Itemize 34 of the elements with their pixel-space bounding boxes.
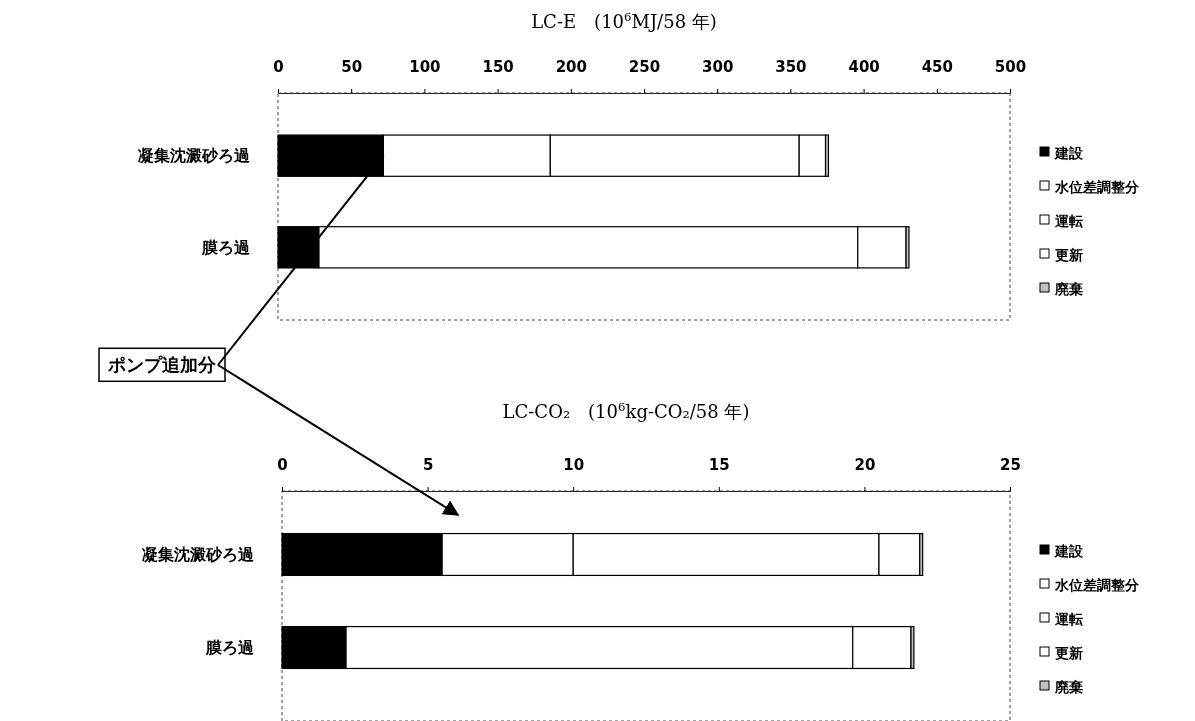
y-tick-label: 凝集沈澱砂ろ過 (138, 146, 251, 166)
x-tick-label: 20 (854, 456, 876, 474)
x-tick-label: 400 (848, 58, 880, 76)
x-tick-label: 500 (994, 58, 1027, 76)
legend-label: 水位差調整分 (1054, 178, 1140, 195)
legend-label: 建設 (1054, 144, 1084, 161)
legend-label: 水位差調整分 (1054, 576, 1140, 593)
legend-label: 廃棄 (1054, 678, 1083, 695)
chart-title: LC-E (10$^{6}$MJ/58 年) (531, 10, 717, 32)
x-tick-label: 200 (555, 58, 587, 76)
x-tick-label: 450 (921, 58, 953, 76)
x-tick-label: 50 (341, 58, 363, 76)
x-tick-label: 250 (628, 58, 661, 76)
legend-label: 運転 (1054, 610, 1083, 627)
x-tick-label: 5 (422, 456, 434, 474)
x-tick-label: 15 (708, 456, 730, 474)
x-tick-label: 25 (1000, 456, 1021, 474)
x-tick-label: 100 (409, 58, 441, 76)
x-tick-label: 350 (775, 58, 807, 76)
legend-label: 更新 (1055, 644, 1083, 661)
chart-title: LC-CO₂ (10$^{6}$kg-CO₂/58 年) (502, 400, 750, 422)
x-tick-label: 0 (277, 456, 288, 474)
x-tick-label: 10 (563, 456, 585, 474)
legend-label: 建設 (1054, 542, 1084, 559)
x-tick-label: 300 (702, 58, 734, 76)
y-tick-label: 膜ろ過 (205, 638, 255, 658)
legend-label: 運転 (1054, 212, 1083, 229)
annotation: ポンプ追加分 (107, 354, 217, 376)
x-tick-label: 0 (273, 58, 284, 76)
x-tick-label: 150 (482, 58, 514, 76)
legend-label: 更新 (1055, 246, 1083, 263)
y-tick-label: 膜ろ過 (201, 237, 251, 257)
legend-label: 廃棄 (1054, 280, 1083, 297)
y-tick-label: 凝集沈澱砂ろ過 (142, 545, 255, 565)
